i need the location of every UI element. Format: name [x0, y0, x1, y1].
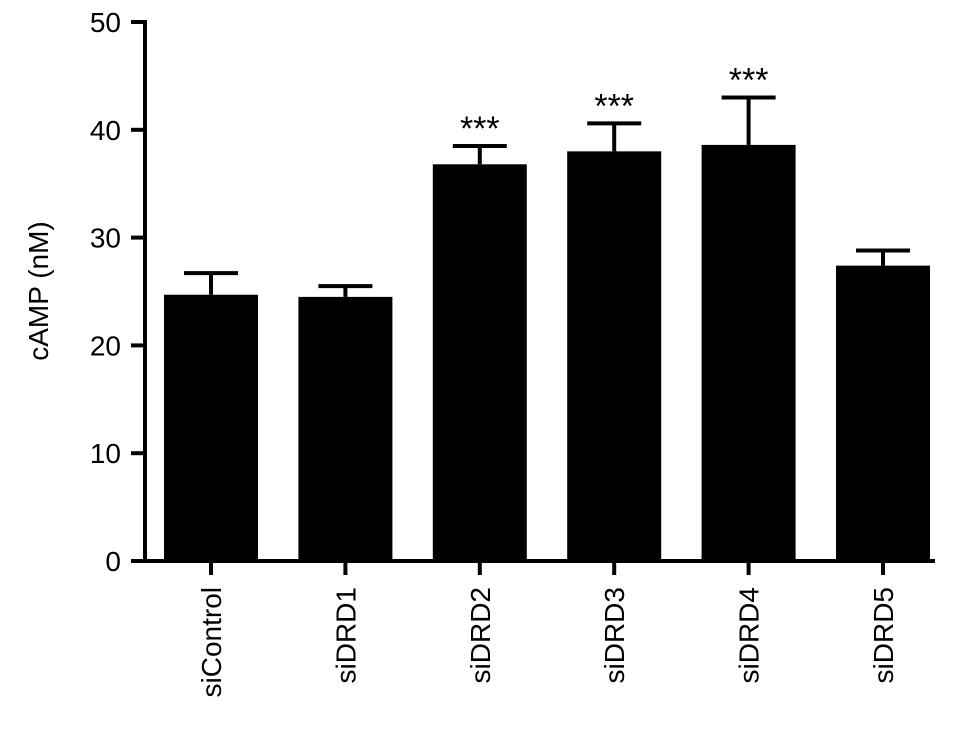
bar-siDRD5 — [836, 265, 930, 561]
y-axis-label: cAMP (nM) — [23, 221, 54, 361]
bar-siDRD2 — [432, 164, 527, 561]
x-tick-label: siDRD2 — [465, 587, 496, 683]
significance-label: *** — [460, 110, 500, 148]
x-tick-label: siDRD3 — [599, 587, 630, 683]
y-tick-label: 0 — [105, 546, 121, 577]
x-tick-label: siDRD5 — [868, 587, 899, 683]
significance-label: *** — [594, 87, 634, 125]
x-tick-label: siControl — [196, 587, 227, 697]
significance-label: *** — [729, 61, 769, 99]
plot-area: 0 10 20 30 40 50 siControl siDRD1 siDRD2 *** siDRD… — [90, 7, 935, 697]
y-tick-label: 40 — [90, 115, 121, 146]
bar-siDRD3 — [567, 151, 662, 562]
y-tick-label: 50 — [90, 7, 121, 38]
y-tick-label: 30 — [90, 223, 121, 254]
y-tick-label: 10 — [90, 438, 121, 469]
y-tick-label: 20 — [90, 330, 121, 361]
bar-siControl — [164, 294, 258, 561]
bar-siDRD4 — [701, 144, 796, 561]
x-tick-label: siDRD1 — [330, 587, 361, 683]
x-tick-label: siDRD4 — [734, 587, 765, 683]
bar-siDRD1 — [298, 296, 393, 561]
